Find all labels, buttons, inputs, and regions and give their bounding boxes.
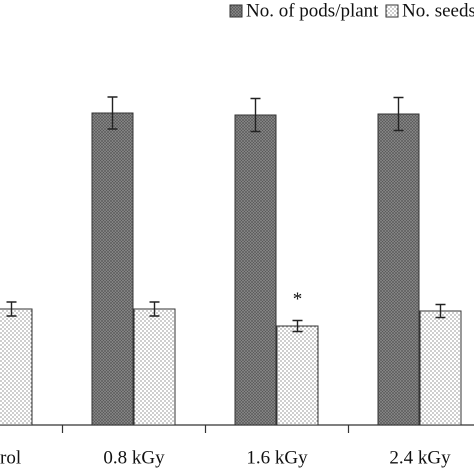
error-bar [292,319,303,333]
error-bar [435,303,446,319]
x-tick-label: 0.8 kGy [103,447,165,468]
bar [133,308,176,426]
x-tick-label: 1.6 kGy [246,447,308,468]
bar [419,310,462,426]
annotation: * [293,289,303,310]
bar [276,325,319,426]
legend-swatch [385,4,399,18]
legend-label: No. of pods/plant [246,0,379,21]
error-bar [250,97,261,133]
error-bar [149,301,160,317]
error-bar [6,301,17,317]
legend-label: No. seeds/pod [402,0,474,21]
bar [377,113,420,426]
legend-swatch [229,4,243,18]
bar [234,114,277,426]
bar [0,308,33,426]
bar [91,112,134,426]
error-bar [107,96,118,130]
error-bar [393,96,404,132]
x-tick-label: rol [0,447,21,468]
x-tick-label: 2.4 kGy [389,447,451,468]
